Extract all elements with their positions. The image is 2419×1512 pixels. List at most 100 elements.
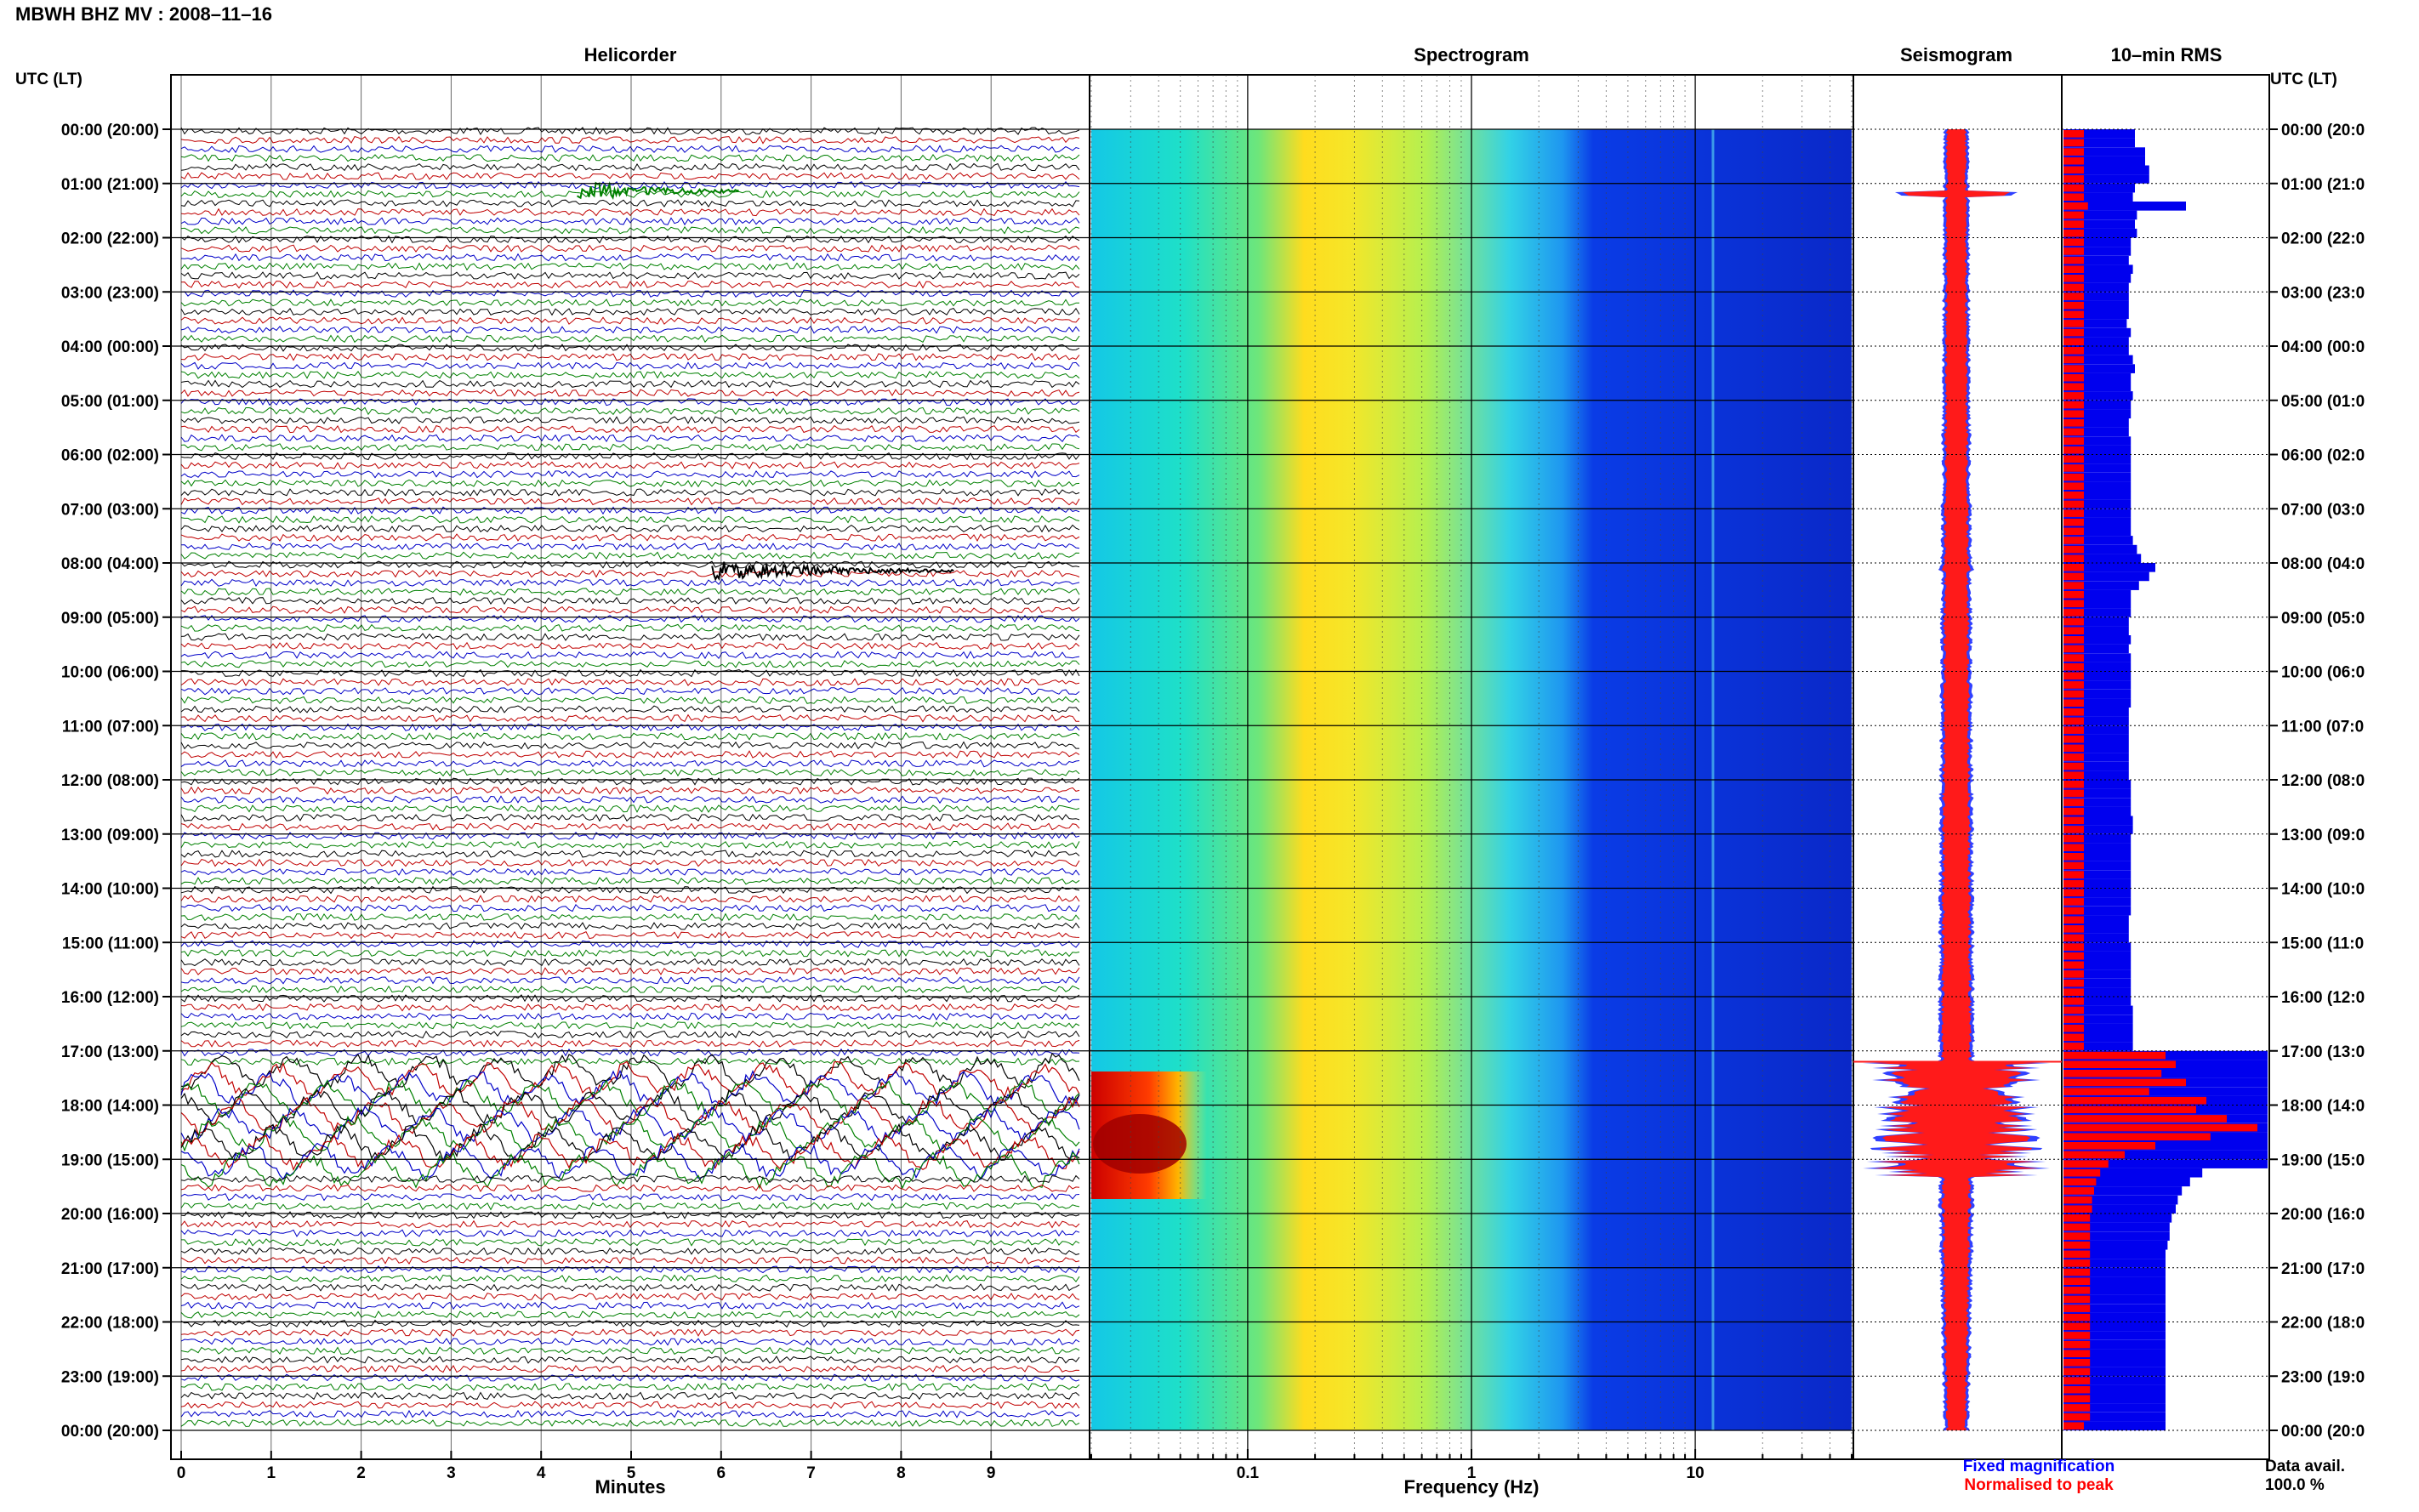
helicorder-trace-line [181,787,1079,794]
time-label-left: 02:00 (22:00) [61,230,159,248]
rms-normalised-bar [2063,799,2084,806]
rms-normalised-bar [2063,1043,2084,1050]
rms-normalised-bar [2063,139,2084,147]
time-label-right: 00:00 (20:0 [2281,122,2365,139]
helicorder-trace-line [181,299,1079,306]
time-label-left: 09:00 (05:00) [61,610,159,628]
rms-normalised-bar [2063,1259,2090,1267]
time-label-left: 17:00 (13:00) [61,1043,159,1061]
rms-normalised-bar [2063,808,2084,816]
helicorder-trace-line [181,1302,1079,1309]
data-avail-label: Data avail. [2265,1458,2345,1475]
helicorder-trace-line [181,471,1079,478]
helicorder-trace-line [181,805,1079,812]
rms-normalised-bar [2063,890,2084,897]
rms-normalised-bar [2063,591,2084,599]
rms-normalised-bar [2063,356,2084,364]
helicorder-trace-line [181,733,1079,740]
rms-normalised-bar [2063,275,2084,282]
rms-normalised-bar [2063,645,2084,653]
helicorder-trace-line [181,344,1079,351]
rms-normalised-bar [2063,519,2084,526]
time-label-left: 00:00 (20:00) [61,1423,159,1441]
helicorder-trace-line [181,1293,1079,1300]
time-label-left: 08:00 (04:00) [61,555,159,573]
rms-normalised-bar [2063,265,2084,273]
time-label-right: 07:00 (03:0 [2281,501,2365,519]
rms-normalised-bar [2063,501,2084,509]
rms-normalised-bar [2063,609,2084,617]
helicorder-trace-line [181,290,1079,297]
helicorder-trace-line [181,1321,1079,1327]
helicorder-trace-line [181,137,1079,144]
rms-normalised-bar [2063,618,2084,626]
rms-normalised-bar [2063,736,2084,743]
helicorder-trace-line [181,190,1079,197]
rms-normalised-bar [2063,1214,2090,1222]
rms-normalised-bar [2063,202,2088,210]
helicorder-xlabel: Minutes [595,1476,665,1498]
rms-normalised-bar [2063,564,2084,571]
helicorder-trace-line [181,742,1079,749]
rms-normalised-bar [2063,962,2084,969]
helicorder-title: Helicorder [584,44,677,65]
helicorder-trace-line [181,534,1079,541]
helicorder-trace-line [181,407,1079,414]
time-label-right: 12:00 (08:0 [2281,772,2365,790]
spectrogram-xlabel: Frequency (Hz) [1404,1476,1540,1498]
rms-normalised-bar [2063,509,2084,517]
rms-normalised-bar [2063,600,2084,608]
time-label-right: 04:00 (00:0 [2281,338,2365,356]
helicorder-trace-line [181,579,1079,586]
helicorder-trace-line [181,1411,1079,1418]
time-label-right: 09:00 (05:0 [2281,610,2365,628]
rms-normalised-bar [2063,1287,2090,1294]
time-label-right: 10:00 (06:0 [2281,664,2365,682]
helicorder-trace-line [181,1221,1079,1228]
helicorder-trace-line [181,1054,1079,1089]
rms-normalised-bar [2063,753,2084,761]
helicorder-trace-line [181,1393,1079,1400]
helicorder-trace-line [181,968,1079,975]
helicorder-trace-line [181,1013,1079,1020]
helicorder-trace-line [181,1202,1079,1209]
time-label-left: 11:00 (07:00) [62,718,159,736]
helicorder-trace-line [181,453,1079,460]
helicorder-trace-line [181,833,1079,839]
rms-normalised-bar [2063,365,2084,372]
spectrogram-tick-label: 0.1 [1237,1464,1260,1482]
helicorder-trace-line [181,1049,1079,1056]
rms-normalised-bar [2063,482,2084,490]
spectrogram-event-core [1093,1114,1187,1174]
helicorder-trace-line [181,1176,1079,1183]
rms-normalised-bar [2063,1341,2090,1349]
helicorder-trace-line [181,498,1079,505]
time-label-right: 16:00 (12:0 [2281,989,2365,1007]
rms-normalised-bar [2063,419,2084,427]
rms-normalised-bar [2063,907,2084,915]
rms-normalised-bar [2063,329,2084,337]
rms-normalised-bar [2063,148,2084,156]
spectrogram-tick-label: 10 [1687,1464,1705,1482]
time-label-right: 22:00 (18:0 [2281,1315,2365,1333]
helicorder-trace-line [181,1134,1079,1170]
helicorder-trace-line [181,372,1079,378]
rms-normalised-bar [2063,1079,2186,1087]
rms-normalised-bar [2063,185,2084,192]
time-label-left: 10:00 (06:00) [61,664,159,682]
rms-normalised-bar [2063,429,2084,436]
rms-normalised-bar [2063,1124,2257,1132]
helicorder-trace-line [181,1329,1079,1336]
helicorder-trace-line [181,770,1079,776]
spectrogram-title: Spectrogram [1414,44,1529,65]
rms-normalised-bar [2063,1151,2125,1159]
helicorder-trace-line [181,145,1079,152]
rms-normalised-bar [2063,673,2084,680]
time-label-right: 05:00 (01:0 [2281,393,2365,411]
helicorder-tick-label: 8 [896,1464,906,1482]
helicorder-trace-line [181,1022,1079,1029]
helicorder-trace-line [181,706,1079,713]
rms-normalised-bar [2063,1115,2227,1123]
rms-normalised-bar [2063,293,2084,300]
